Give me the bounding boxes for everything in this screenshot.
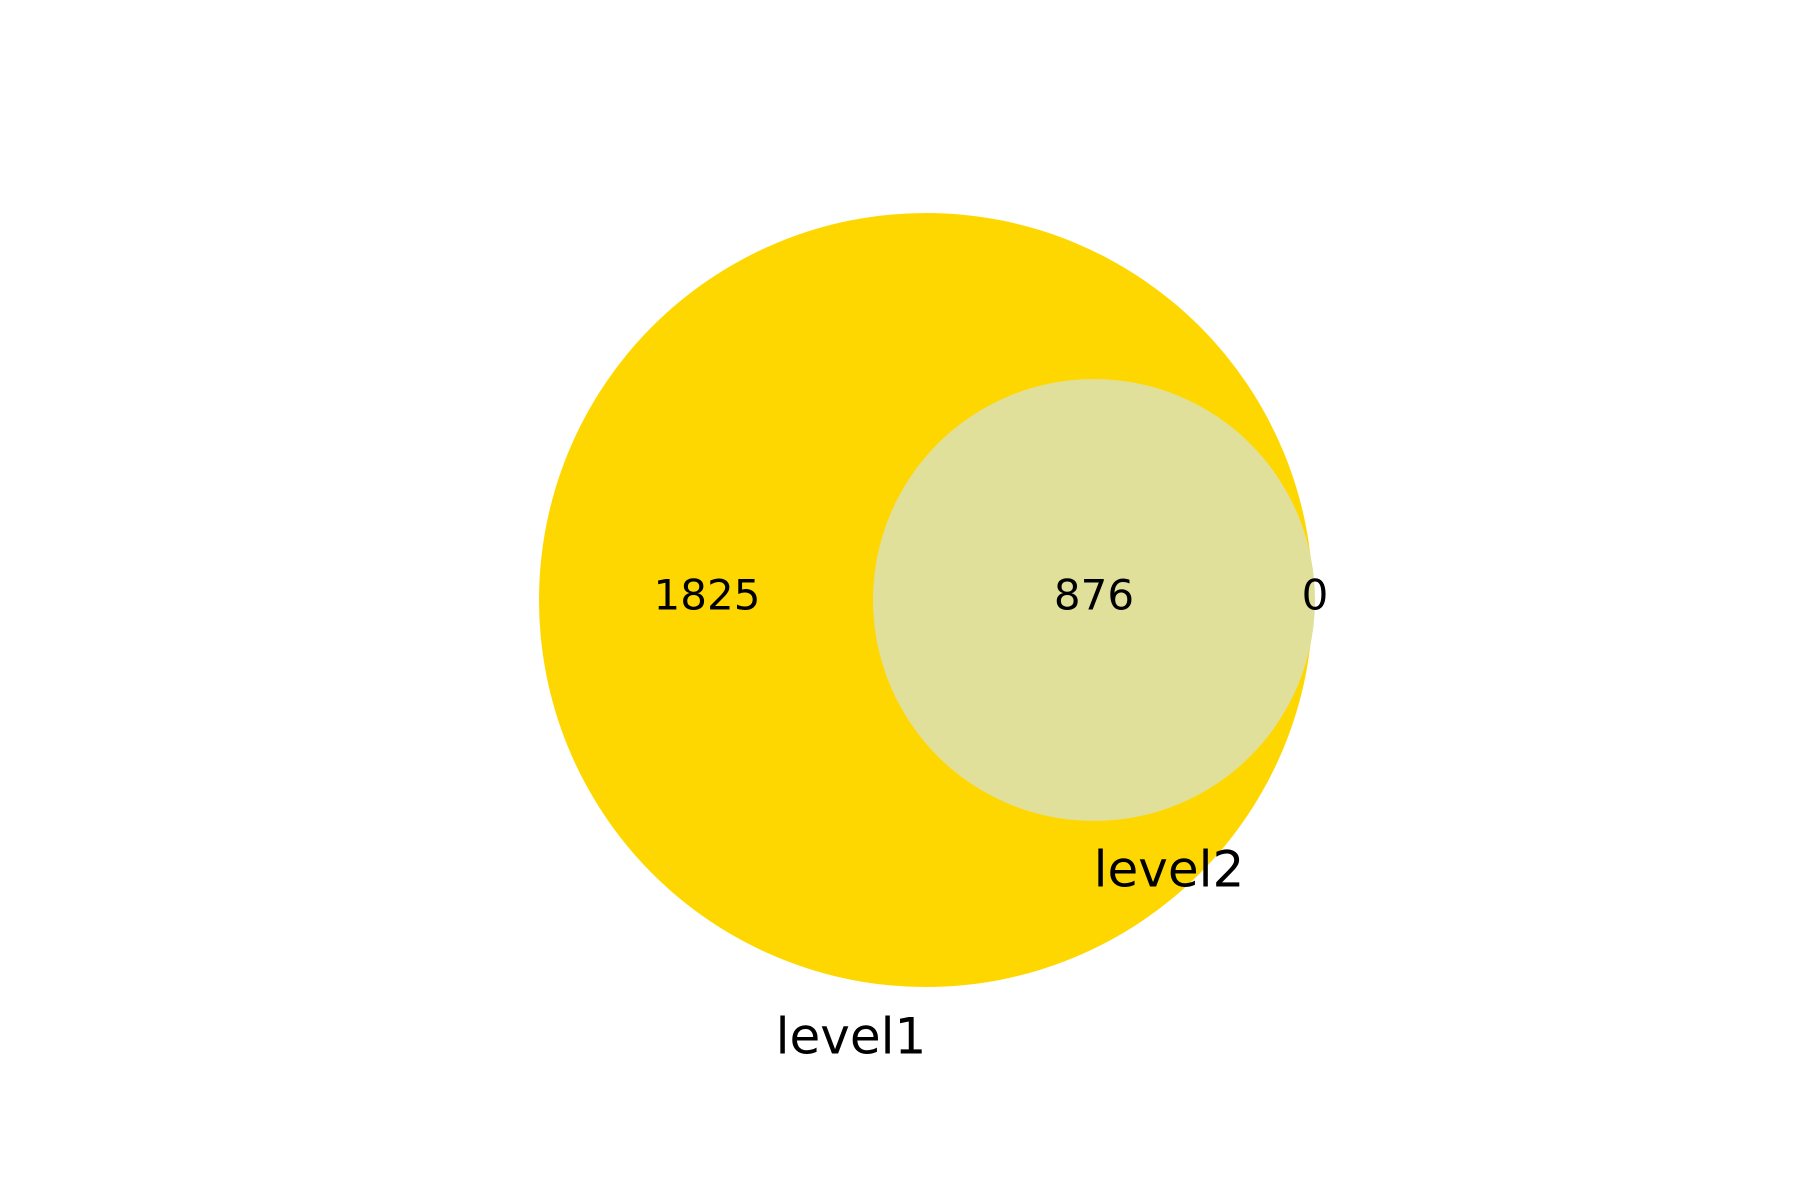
- set-label-level2: level2: [1094, 841, 1245, 899]
- count-intersection: 876: [1054, 571, 1134, 620]
- count-level1-only: 1825: [654, 571, 761, 620]
- count-level2-only: 0: [1302, 571, 1329, 620]
- set-circle-level2: [873, 379, 1315, 821]
- set-label-level1: level1: [776, 1008, 927, 1066]
